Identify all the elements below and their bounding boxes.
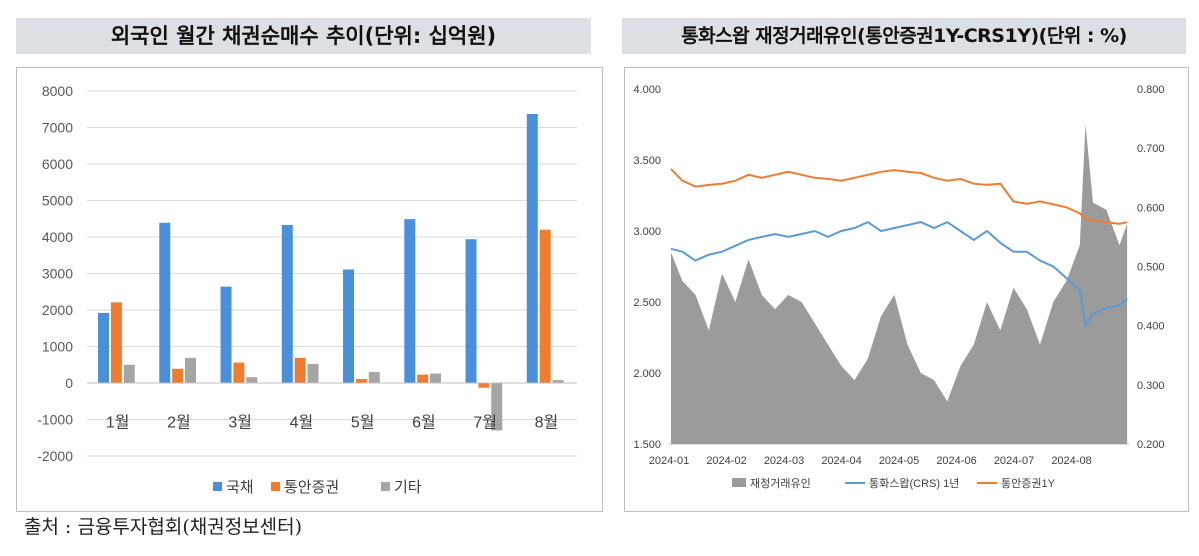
y-right-tick-label: 0.400 — [1137, 321, 1165, 333]
y-left-tick-label: 4.000 — [633, 84, 661, 96]
bar — [98, 312, 110, 383]
y-tick-label: 0 — [65, 375, 73, 391]
bar — [491, 383, 503, 431]
x-tick-label: 2024-08 — [1051, 455, 1091, 467]
y-right-tick-label: 0.300 — [1137, 380, 1165, 392]
bar — [478, 383, 490, 388]
y-right-tick-label: 0.500 — [1137, 262, 1165, 274]
y-tick-label: 1000 — [42, 339, 73, 355]
foreign-bond-chart: 8000 7000 6000 5000 4000 3000 2000 1000 0 -1000 -2… — [16, 67, 603, 512]
x-category-label: 2월 — [167, 414, 191, 432]
legend-swatch — [213, 482, 222, 491]
x-category-label: 7월 — [473, 414, 497, 432]
x-tick-label: 2024-03 — [764, 455, 804, 467]
bar — [404, 219, 416, 383]
y-tick-label: -1000 — [37, 412, 73, 428]
y-right-tick-label: 0.200 — [1137, 439, 1165, 451]
x-tick-label: 2024-05 — [879, 455, 919, 467]
x-category-label: 3월 — [228, 414, 252, 432]
y-tick-label: 2000 — [42, 302, 73, 318]
source-note: 출처 : 금융투자협회(채권정보센터) — [24, 516, 303, 538]
left-chart-title: 외국인 월간 채권순매수 추이(단위: 십억원) — [16, 18, 591, 54]
legend-label: 기타 — [394, 479, 422, 496]
bar — [343, 269, 355, 383]
y-tick-label: 3000 — [42, 266, 73, 282]
x-category-label: 1월 — [106, 414, 130, 432]
bar — [110, 302, 122, 383]
y-right-tick-label: 0.700 — [1137, 143, 1165, 155]
legend-swatch — [271, 482, 280, 491]
bar — [465, 239, 477, 383]
bar — [185, 357, 197, 383]
bar — [526, 113, 538, 383]
y-tick-label: 6000 — [42, 156, 73, 172]
x-category-label: 8월 — [535, 414, 559, 432]
y-right-tick-label: 0.800 — [1137, 84, 1165, 96]
x-tick-label: 2024-01 — [649, 455, 689, 467]
y-left-tick-label: 2.000 — [633, 368, 661, 380]
bar — [552, 380, 564, 383]
y-tick-label: 7000 — [42, 120, 73, 136]
legend-swatch — [381, 482, 390, 491]
area-series-arbitrage — [670, 124, 1128, 444]
swap-arbitrage-chart-svg: 4.000 3.500 3.000 2.500 2.000 1.500 0.800 0.700… — [633, 84, 1165, 490]
legend-swatch — [732, 478, 746, 487]
y-tick-label: 4000 — [42, 229, 73, 245]
y-right-tick-label: 0.600 — [1137, 202, 1165, 214]
y-left-tick-label: 1.500 — [633, 439, 661, 451]
bar — [281, 224, 293, 383]
y-left-tick-label: 2.500 — [633, 297, 661, 309]
legend-label: 재정거래유인 — [750, 477, 811, 490]
x-tick-label: 2024-07 — [994, 455, 1034, 467]
x-tick-label: 2024-02 — [706, 455, 746, 467]
y-left-tick-label: 3.500 — [633, 155, 661, 167]
bar — [307, 364, 319, 383]
y-tick-label: -2000 — [37, 448, 73, 464]
bar — [220, 286, 232, 383]
right-chart-title: 통화스왑 재정거래유인(통안증권1Y-CRS1Y)(단위 : %) — [622, 18, 1186, 54]
foreign-bond-chart-svg: 8000 7000 6000 5000 4000 3000 2000 1000 0 -1000 -2… — [37, 83, 577, 496]
x-tick-label: 2024-06 — [936, 455, 976, 467]
swap-arbitrage-chart: 4.000 3.500 3.000 2.500 2.000 1.500 0.800 0.700… — [624, 67, 1189, 512]
bar — [159, 222, 171, 383]
bar — [368, 372, 380, 383]
legend-label: 통화스왑(CRS) 1년 — [869, 477, 959, 490]
legend-label: 국채 — [226, 479, 254, 496]
y-tick-label: 8000 — [42, 83, 73, 99]
bar — [430, 373, 442, 383]
bar — [172, 368, 184, 383]
x-category-label: 6월 — [412, 414, 436, 432]
x-category-label: 5월 — [351, 414, 375, 432]
y-left-tick-label: 3.000 — [633, 226, 661, 238]
x-category-label: 4월 — [290, 414, 314, 432]
bar — [417, 374, 429, 383]
legend-label: 통안증권 — [284, 479, 339, 496]
y-tick-label: 5000 — [42, 193, 73, 209]
bar — [233, 362, 245, 383]
legend-label: 통안증권1Y — [1001, 477, 1056, 490]
bar — [246, 377, 258, 383]
bar — [294, 357, 306, 383]
bar — [123, 364, 135, 383]
bar — [355, 378, 367, 383]
x-tick-label: 2024-04 — [821, 455, 861, 467]
line-series-crs — [670, 220, 1128, 329]
bar — [539, 229, 551, 383]
line-series-msb — [670, 168, 1128, 225]
